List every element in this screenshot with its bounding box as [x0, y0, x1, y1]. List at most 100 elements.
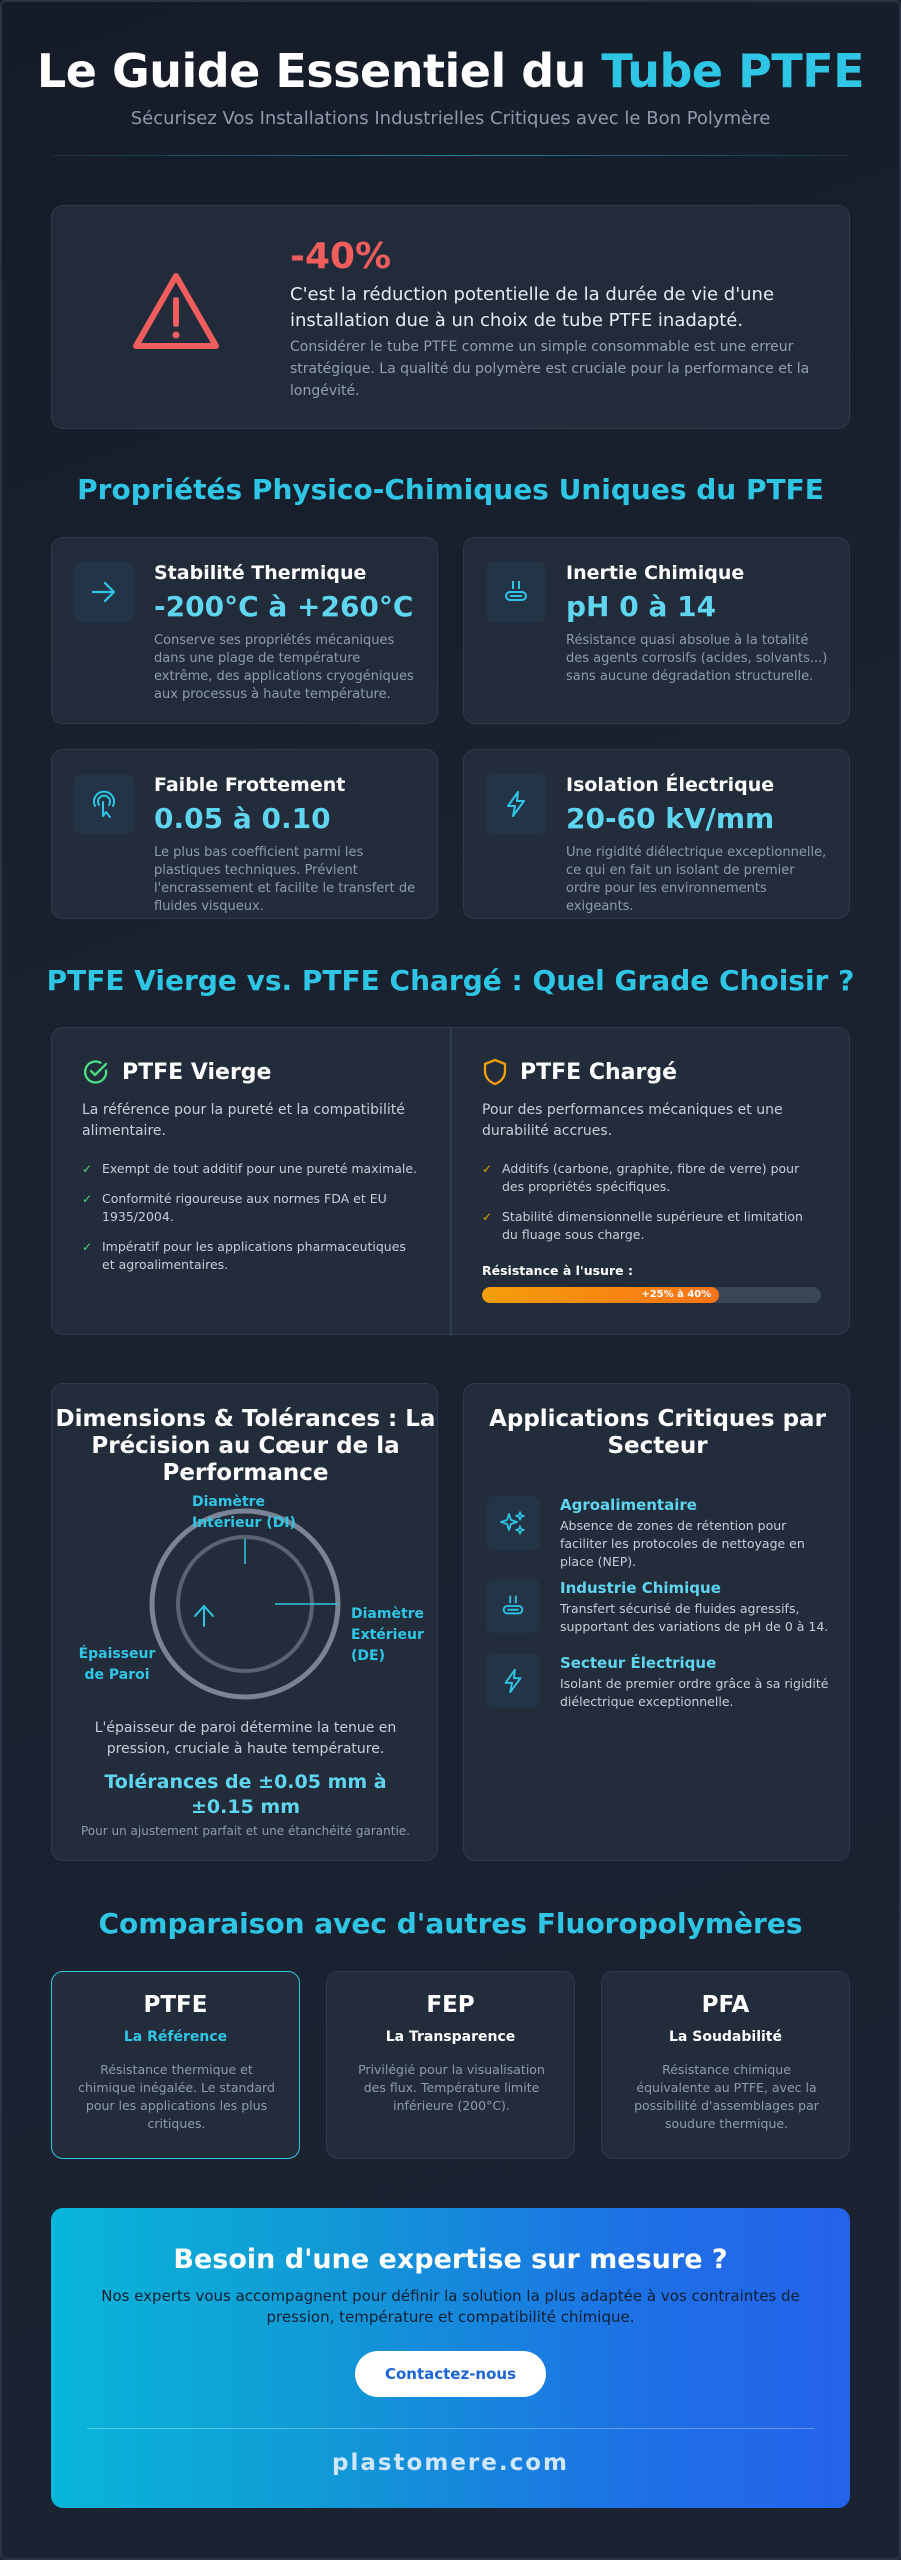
list-item-text: Impératif pour les applications pharmace… [102, 1239, 406, 1272]
grades-divider [450, 1028, 452, 1336]
comparison-name: PTFE [143, 1992, 208, 2018]
title-main: Le Guide Essentiel du [36, 44, 602, 98]
header-divider [51, 155, 850, 156]
grade-filled-list: ✓ Additifs (carbone, graphite, fibre de v… [482, 1160, 822, 1256]
contact-button[interactable]: Contactez-nous [355, 2351, 546, 2397]
dimensions-card: Dimensions & Tolérances : La Précision a… [51, 1383, 438, 1861]
comparison-desc: Résistance thermique et chimique inégalé… [78, 2062, 275, 2131]
property-value: pH 0 à 14 [566, 590, 717, 623]
flask-icon [486, 1579, 540, 1633]
lightning-icon [486, 1654, 540, 1708]
dimensions-tolerance-note: Pour un ajustement parfait et une étanch… [81, 1824, 410, 1838]
application-desc: Absence de zones de rétention pour facil… [560, 1518, 805, 1569]
dimensions-tolerance: Tolérances de ±0.05 mm à ±0.15 mm [104, 1771, 387, 1818]
tube-diagram [149, 1508, 341, 1700]
check-icon: ✓ [482, 1210, 493, 1224]
property-value: 20-60 kV/mm [566, 802, 775, 835]
wear-progress-fill: +25% à 40% [482, 1287, 720, 1303]
comparison-title: Comparaison avec d'autres Fluoropolymère… [98, 1907, 803, 1940]
applications-card: Applications Critiques par Secteur Agroa… [463, 1383, 850, 1861]
lightning-icon [486, 774, 546, 834]
touch-icon [74, 774, 134, 834]
list-item: ✓ Impératif pour les applications pharmac… [82, 1238, 422, 1274]
page-title: Le Guide Essentiel du Tube PTFE [0, 44, 901, 98]
properties-title: Propriétés Physico-Chimiques Uniques du … [77, 473, 824, 506]
alert-note: Considérer le tube PTFE comme un simple … [290, 339, 810, 399]
property-desc: Une rigidité diélectrique exceptionnelle… [566, 845, 827, 914]
application-title: Industrie Chimique [560, 1579, 721, 1597]
sparkle-icon [486, 1496, 540, 1550]
grade-virgin-header: PTFE Vierge [82, 1058, 271, 1086]
grade-filled-title: PTFE Chargé [520, 1059, 678, 1085]
grade-virgin: PTFE Vierge La référence pour la pureté … [52, 1028, 451, 1336]
warning-icon [133, 273, 219, 349]
property-desc: Conserve ses propriétés mécaniques dans … [154, 633, 414, 702]
comparison-card-fep: FEP La Transparence Privilégié pour la v… [326, 1971, 575, 2159]
property-title: Faible Frottement [154, 774, 346, 796]
cta-title: Besoin d'une expertise sur mesure ? [173, 2244, 728, 2275]
list-item: ✓ Additifs (carbone, graphite, fibre de v… [482, 1160, 822, 1196]
cta-banner: Besoin d'une expertise sur mesure ? Nos … [51, 2208, 850, 2508]
alert-lead: C'est la réduction potentielle de la dur… [290, 284, 775, 331]
property-value: -200°C à +260°C [154, 590, 414, 623]
property-title: Stabilité Thermique [154, 562, 367, 584]
list-item-text: Stabilité dimensionnelle supérieure et l… [502, 1209, 803, 1242]
property-title: Inertie Chimique [566, 562, 745, 584]
comparison-name: PFA [701, 1992, 750, 2018]
grade-filled-header: PTFE Chargé [482, 1058, 677, 1086]
wear-label: Résistance à l'usure : [482, 1263, 633, 1278]
grades-title: PTFE Vierge vs. PTFE Chargé : Quel Grade… [46, 964, 855, 997]
list-item: ✓ Stabilité dimensionnelle supérieure et … [482, 1208, 822, 1244]
application-title: Agroalimentaire [560, 1496, 697, 1514]
check-icon: ✓ [82, 1192, 93, 1206]
check-icon: ✓ [82, 1162, 93, 1176]
check-icon: ✓ [482, 1162, 493, 1176]
label-outer-diameter: Diamètre Extérieur (DE) [351, 1606, 425, 1664]
site-link[interactable]: plastomere.com [332, 2450, 569, 2476]
list-item: ✓ Conformité rigoureuse aux normes FDA et… [82, 1190, 422, 1226]
comparison-name: FEP [426, 1992, 475, 2018]
title-accent: Tube PTFE [601, 44, 865, 98]
comparison-tag: La Référence [123, 2029, 228, 2045]
grade-virgin-lead: La référence pour la pureté et la compat… [82, 1102, 405, 1139]
property-desc: Résistance quasi absolue à la totalité d… [566, 633, 828, 684]
application-desc: Isolant de premier ordre grâce à sa rigi… [560, 1676, 829, 1709]
property-title: Isolation Électrique [566, 774, 775, 796]
list-item-text: Exempt de tout additif pour une pureté m… [102, 1161, 418, 1176]
property-card-electrical: Isolation Électrique 20-60 kV/mm Une rig… [463, 749, 850, 919]
property-card-friction: Faible Frottement 0.05 à 0.10 Le plus ba… [51, 749, 438, 919]
application-title: Secteur Électrique [560, 1654, 717, 1672]
alert-card: -40% C'est la réduction potentielle de l… [51, 205, 850, 429]
application-desc: Transfert sécurisé de fluides agressifs,… [560, 1601, 829, 1634]
applications-title: Applications Critiques par Secteur [489, 1406, 826, 1459]
grade-filled-lead: Pour des performances mécaniques et une … [482, 1102, 783, 1139]
shield-icon [483, 1058, 507, 1086]
application-item-agro: Agroalimentaire Absence de zones de réte… [486, 1496, 831, 1569]
dimensions-note: L'épaisseur de paroi détermine la tenue … [94, 1720, 397, 1757]
comparison-desc: Résistance chimique équivalente au PTFE,… [634, 2062, 819, 2131]
application-item-chemical: Industrie Chimique Transfert sécurisé de… [486, 1579, 831, 1639]
check-circle-icon [83, 1060, 108, 1084]
property-card-chemical: Inertie Chimique pH 0 à 14 Résistance qu… [463, 537, 850, 724]
list-item-text: Conformité rigoureuse aux normes FDA et … [102, 1191, 387, 1224]
comparison-tag: La Soudabilité [669, 2029, 782, 2045]
comparison-tag: La Transparence [385, 2029, 516, 2045]
grade-virgin-title: PTFE Vierge [122, 1059, 272, 1085]
wear-progress-bar: +25% à 40% [482, 1287, 821, 1303]
property-value: 0.05 à 0.10 [154, 802, 331, 835]
comparison-desc: Privilégié pour la visualisation des flu… [358, 2062, 545, 2113]
grades-card: PTFE Vierge La référence pour la pureté … [51, 1027, 851, 1336]
dimensions-title: Dimensions & Tolérances : La Précision a… [55, 1406, 436, 1486]
comparison-card-pfa: PFA La Soudabilité Résistance chimique é… [601, 1971, 850, 2159]
cta-divider [87, 2428, 814, 2429]
property-card-thermal: Stabilité Thermique -200°C à +260°C Cons… [51, 537, 438, 724]
list-item-text: Additifs (carbone, graphite, fibre de ve… [502, 1161, 800, 1194]
flask-icon [486, 562, 546, 622]
page-subtitle: Sécurisez Vos Installations Industrielle… [130, 108, 771, 129]
label-inner-diameter: Diamètre Intérieur (DI) [192, 1494, 296, 1531]
label-wall-thickness: Épaisseur de Paroi [78, 1646, 156, 1683]
property-desc: Le plus bas coefficient parmi les plasti… [154, 845, 416, 914]
grade-filled: PTFE Chargé Pour des performances mécani… [452, 1028, 851, 1336]
application-item-electrical: Secteur Électrique Isolant de premier or… [486, 1654, 831, 1714]
